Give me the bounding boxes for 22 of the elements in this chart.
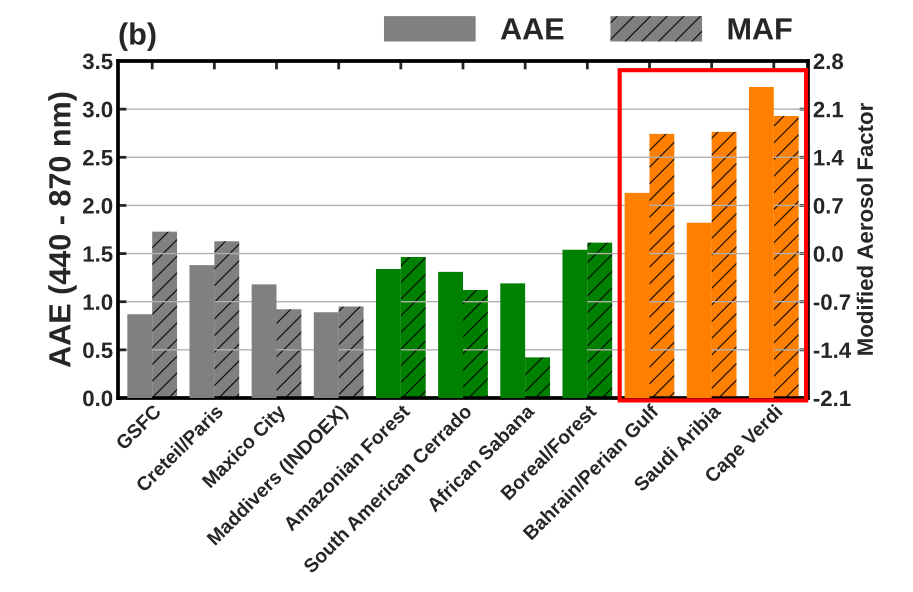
y2-tick-label: 2.8 bbox=[814, 54, 844, 70]
y-tick-label: 1.0 bbox=[84, 294, 112, 310]
legend-label: AAE bbox=[500, 18, 564, 40]
y-tick-label: 3.0 bbox=[82, 102, 112, 118]
y-tick-label: 2.0 bbox=[83, 198, 112, 214]
y2-tick-label: -1.4 bbox=[814, 342, 852, 358]
y-tick-label: 3.5 bbox=[82, 54, 113, 70]
chart-title: (b) bbox=[120, 22, 156, 51]
y-tick-label: 0.5 bbox=[83, 342, 113, 358]
bar bbox=[500, 283, 526, 398]
y-tick-label: 1.5 bbox=[84, 246, 113, 262]
y2-tick-label: 2.1 bbox=[814, 102, 844, 118]
y2-tick-label: -2.1 bbox=[814, 390, 851, 406]
y2-tick-label: 0.0 bbox=[814, 246, 843, 262]
legend-label: MAF bbox=[728, 18, 792, 40]
y-tick-label: 2.5 bbox=[83, 150, 113, 166]
y-tick-label: 0.0 bbox=[83, 390, 112, 406]
y2-tick-label: 1.4 bbox=[814, 150, 844, 166]
y2-axis-title: Modified Aerosol Factor bbox=[856, 103, 874, 355]
y-axis-title: AAE (440 - 870 nm) bbox=[48, 92, 77, 368]
y2-tick-label: -0.7 bbox=[814, 294, 850, 310]
y2-tick-label: 0.7 bbox=[814, 198, 843, 214]
